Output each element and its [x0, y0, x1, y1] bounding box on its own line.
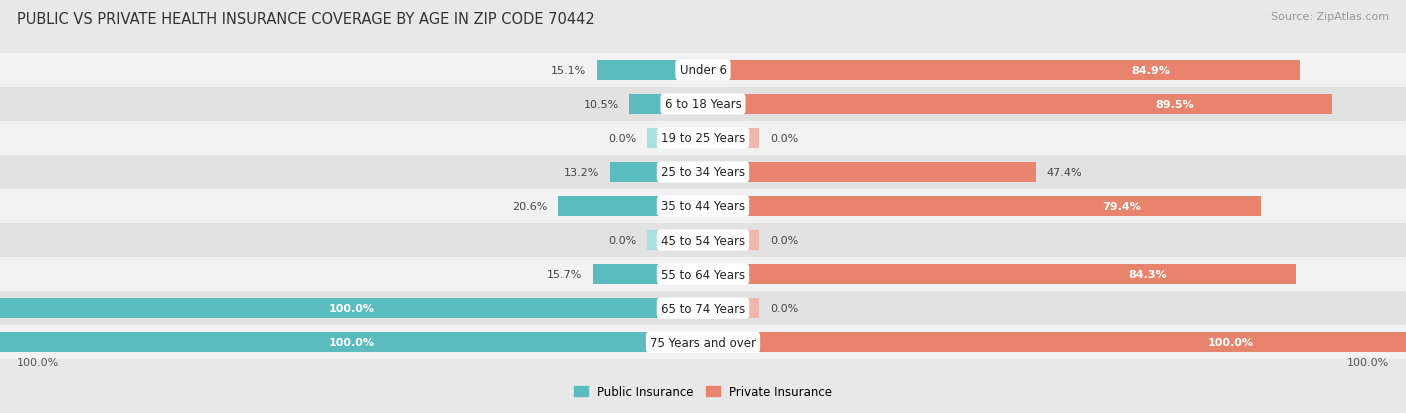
Bar [558, 196, 703, 217]
Text: 35 to 44 Years: 35 to 44 Years [661, 200, 745, 213]
Bar [0, 121, 1406, 156]
Text: 79.4%: 79.4% [1102, 202, 1142, 211]
Text: 0.0%: 0.0% [770, 304, 799, 313]
Bar [703, 60, 1301, 81]
Bar [703, 230, 759, 251]
Bar [0, 298, 703, 318]
Text: 47.4%: 47.4% [1046, 168, 1083, 178]
Bar [703, 264, 1296, 285]
Text: 100.0%: 100.0% [1347, 357, 1389, 367]
Text: 6 to 18 Years: 6 to 18 Years [665, 98, 741, 111]
Bar [0, 88, 1406, 121]
Bar [0, 332, 703, 353]
Bar [703, 196, 1261, 217]
Text: 84.3%: 84.3% [1128, 269, 1167, 280]
Legend: Public Insurance, Private Insurance: Public Insurance, Private Insurance [569, 381, 837, 403]
Bar [0, 190, 1406, 223]
Text: 0.0%: 0.0% [770, 235, 799, 245]
Bar [647, 128, 703, 149]
Text: 15.1%: 15.1% [551, 66, 586, 76]
Text: 45 to 54 Years: 45 to 54 Years [661, 234, 745, 247]
Bar [593, 264, 703, 285]
Text: 75 Years and over: 75 Years and over [650, 336, 756, 349]
Bar [630, 95, 703, 115]
Text: Source: ZipAtlas.com: Source: ZipAtlas.com [1271, 12, 1389, 22]
Bar [703, 332, 1406, 353]
Bar [0, 223, 1406, 257]
Text: 19 to 25 Years: 19 to 25 Years [661, 132, 745, 145]
Bar [0, 54, 1406, 88]
Bar [0, 292, 1406, 325]
Bar [0, 325, 1406, 359]
Bar [596, 60, 703, 81]
Text: 100.0%: 100.0% [1208, 337, 1253, 347]
Text: 0.0%: 0.0% [770, 133, 799, 144]
Text: 13.2%: 13.2% [564, 168, 599, 178]
Text: Under 6: Under 6 [679, 64, 727, 77]
Text: 55 to 64 Years: 55 to 64 Years [661, 268, 745, 281]
Text: 84.9%: 84.9% [1132, 66, 1170, 76]
Text: 100.0%: 100.0% [17, 357, 59, 367]
Text: 10.5%: 10.5% [583, 100, 619, 109]
Text: 15.7%: 15.7% [547, 269, 582, 280]
Text: 20.6%: 20.6% [512, 202, 547, 211]
Bar [703, 298, 759, 318]
Text: 0.0%: 0.0% [607, 235, 637, 245]
Text: 65 to 74 Years: 65 to 74 Years [661, 302, 745, 315]
Bar [703, 128, 759, 149]
Bar [0, 257, 1406, 292]
Text: PUBLIC VS PRIVATE HEALTH INSURANCE COVERAGE BY AGE IN ZIP CODE 70442: PUBLIC VS PRIVATE HEALTH INSURANCE COVER… [17, 12, 595, 27]
Text: 100.0%: 100.0% [329, 304, 374, 313]
Text: 25 to 34 Years: 25 to 34 Years [661, 166, 745, 179]
Bar [0, 156, 1406, 190]
Text: 100.0%: 100.0% [329, 337, 374, 347]
Bar [703, 162, 1036, 183]
Bar [647, 230, 703, 251]
Bar [610, 162, 703, 183]
Text: 0.0%: 0.0% [607, 133, 637, 144]
Bar [703, 95, 1333, 115]
Text: 89.5%: 89.5% [1156, 100, 1194, 109]
